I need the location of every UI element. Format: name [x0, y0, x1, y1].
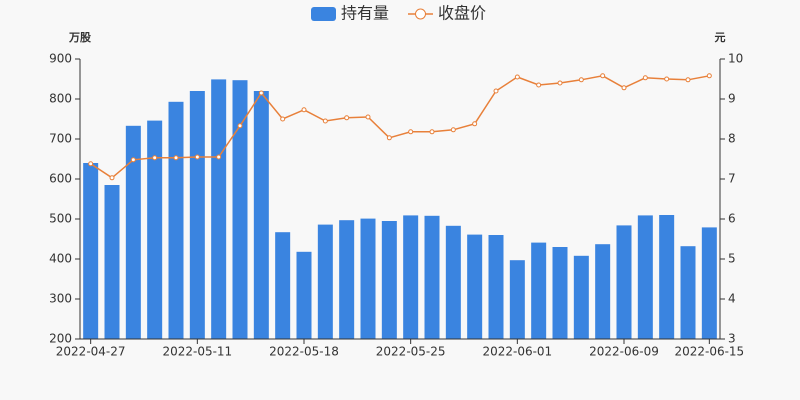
y2-tick-label: 3	[728, 332, 736, 346]
y-tick-label: 700	[49, 132, 72, 146]
price-point	[88, 161, 94, 167]
price-point	[216, 154, 222, 160]
bar	[275, 232, 291, 339]
bar	[701, 227, 717, 339]
price-point	[536, 82, 542, 88]
price-point	[130, 157, 136, 163]
bar	[296, 251, 312, 339]
price-point	[706, 73, 712, 79]
bar	[189, 91, 205, 339]
y-tick-label: 400	[49, 252, 72, 266]
price-point	[685, 77, 691, 83]
price-point	[621, 85, 627, 91]
bar	[403, 215, 419, 339]
price-point	[664, 76, 670, 82]
bar	[104, 185, 120, 339]
bar	[531, 242, 547, 339]
bar	[659, 215, 675, 339]
y2-tick-label: 4	[728, 292, 736, 306]
price-point	[173, 155, 179, 161]
price-point	[578, 77, 584, 83]
y-unit: 万股	[68, 31, 92, 44]
y2-tick-label: 7	[728, 172, 736, 186]
bar	[125, 125, 141, 339]
bar	[83, 163, 99, 339]
price-point	[365, 114, 371, 120]
bar	[488, 235, 504, 339]
price-point	[514, 74, 520, 80]
bar	[616, 225, 632, 339]
price-line	[90, 75, 710, 179]
legend-label: 持有量	[341, 4, 389, 23]
price-point	[408, 129, 414, 135]
bar	[445, 225, 461, 339]
price-point	[429, 129, 435, 135]
x-tick-label: 2022-05-25	[376, 345, 446, 359]
y-tick-label: 500	[49, 212, 72, 226]
x-tick-label: 2022-05-18	[269, 345, 339, 359]
y2-tick-label: 9	[728, 92, 736, 106]
y-tick-label: 800	[49, 92, 72, 106]
price-point	[600, 73, 606, 79]
y2-unit: 元	[715, 31, 726, 44]
y2-tick-label: 6	[728, 212, 736, 226]
bar	[509, 260, 525, 339]
y-tick-label: 300	[49, 292, 72, 306]
y2-tick-label: 8	[728, 132, 736, 146]
bar	[147, 120, 163, 339]
bar	[253, 91, 269, 339]
bar	[552, 247, 568, 339]
y2-tick-label: 10	[728, 52, 743, 66]
bar	[232, 80, 248, 339]
price-point	[642, 75, 648, 81]
bar	[211, 79, 227, 340]
bar	[595, 244, 611, 339]
bar	[467, 234, 483, 339]
bar	[339, 220, 355, 339]
bar	[680, 246, 696, 339]
price-point	[194, 154, 200, 160]
price-point	[386, 135, 392, 141]
price-point	[472, 121, 478, 127]
bar	[381, 221, 397, 339]
price-point	[322, 118, 328, 124]
bar	[573, 255, 589, 339]
x-tick-label: 2022-06-15	[674, 345, 744, 359]
legend-swatch	[311, 7, 336, 21]
price-point	[301, 107, 307, 113]
y-tick-label: 200	[49, 332, 72, 346]
price-point	[450, 127, 456, 133]
price-point	[344, 115, 350, 121]
y-tick-label: 600	[49, 172, 72, 186]
price-point	[557, 80, 563, 86]
price-point	[152, 155, 158, 161]
x-tick-label: 2022-06-09	[589, 345, 659, 359]
bar	[424, 215, 440, 339]
x-tick-label: 2022-04-27	[56, 345, 126, 359]
x-tick-label: 2022-05-11	[162, 345, 232, 359]
price-point	[493, 88, 499, 94]
price-point	[109, 175, 115, 181]
y2-tick-label: 5	[728, 252, 736, 266]
legend-swatch	[415, 8, 426, 20]
bar	[360, 218, 376, 339]
y-tick-label: 900	[49, 52, 72, 66]
price-point	[258, 90, 264, 96]
bar	[317, 224, 333, 339]
bar	[637, 215, 653, 339]
price-point	[237, 123, 243, 129]
x-tick-label: 2022-06-01	[482, 345, 552, 359]
price-point	[280, 116, 286, 122]
legend-label: 收盘价	[438, 4, 486, 23]
bar	[168, 101, 184, 339]
